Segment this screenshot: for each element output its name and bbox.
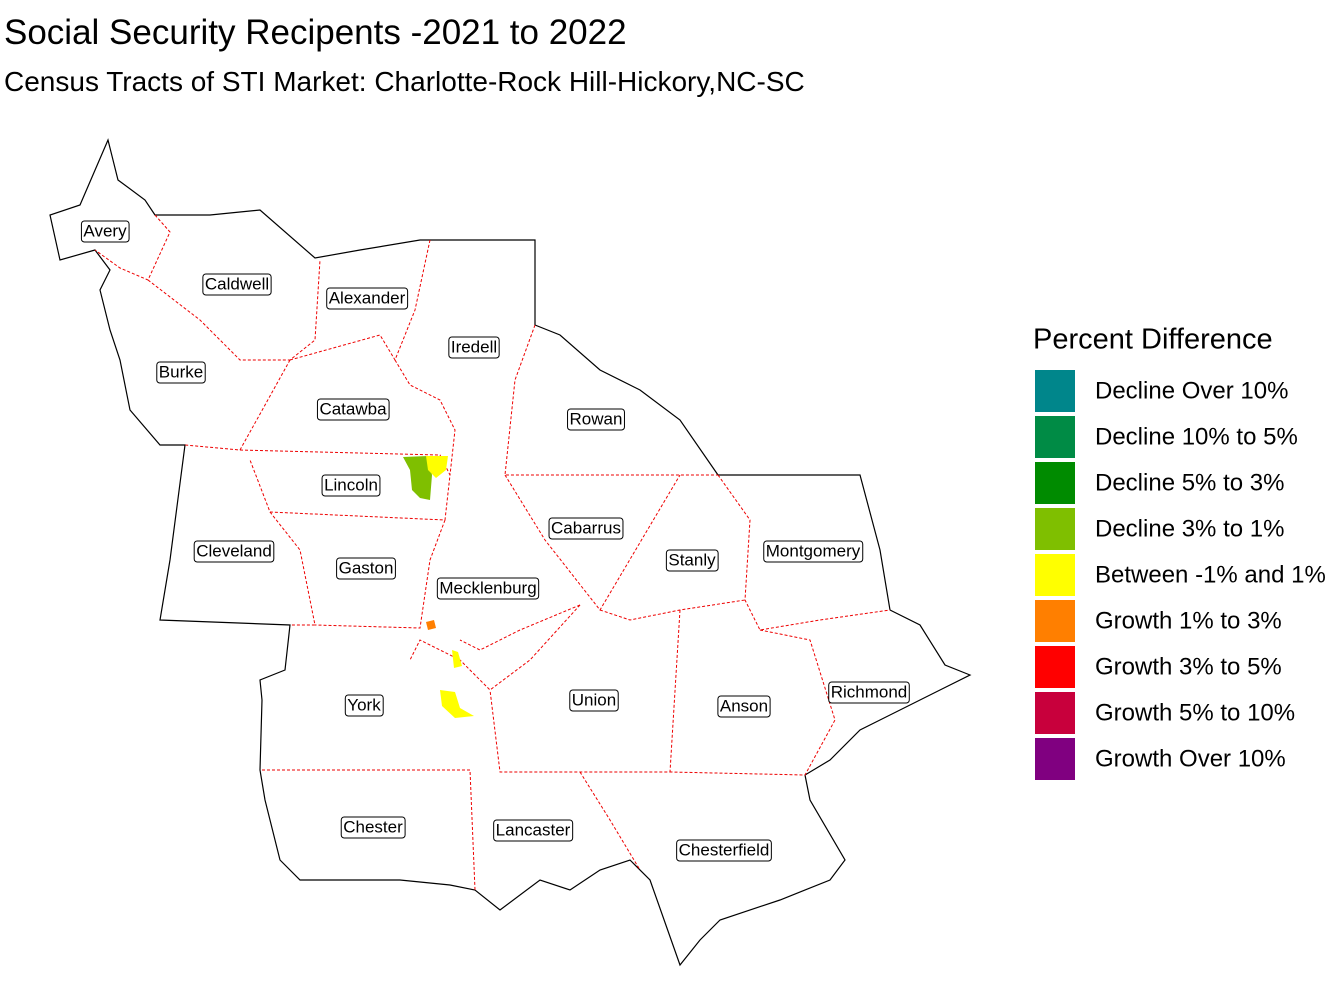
legend-label: Decline 3% to 1% (1095, 515, 1284, 542)
county-label: Lincoln (321, 474, 381, 497)
label-box (321, 474, 381, 497)
label-box (336, 557, 396, 580)
county-label: Catawba (316, 398, 390, 421)
county-name: Lincoln (324, 475, 378, 494)
county-name: Chesterfield (679, 840, 770, 859)
county-name: Lancaster (496, 820, 571, 839)
legend-title: Percent Difference (1033, 324, 1273, 356)
label-box (316, 398, 390, 421)
legend-swatch (1035, 692, 1075, 734)
county-name: Chester (343, 817, 403, 836)
label-box (340, 816, 406, 839)
county-labels: Avery Caldwell Alexander Iredell Burke Catawb… (80, 220, 910, 862)
county-label: Burke (156, 361, 206, 384)
tract-patches (403, 456, 474, 718)
county-label: Avery (80, 220, 130, 243)
tract (452, 650, 462, 668)
label-box (80, 220, 130, 243)
label-box (193, 540, 275, 563)
county-name: Catawba (319, 399, 387, 418)
county-label: Richmond (828, 681, 910, 704)
legend-swatch (1035, 462, 1075, 504)
county-name: Caldwell (205, 274, 269, 293)
label-box (202, 273, 272, 296)
label-box (569, 689, 619, 712)
county-name: Anson (720, 696, 768, 715)
county-name: Stanly (668, 550, 716, 569)
label-box (448, 336, 500, 359)
county-label: Union (569, 689, 619, 712)
label-box (493, 819, 574, 842)
tract (403, 456, 432, 500)
county-label: Anson (717, 695, 771, 718)
county-label: Montgomery (763, 540, 864, 563)
county-label: Cleveland (193, 540, 275, 563)
label-box (326, 287, 409, 310)
county-name: Gaston (339, 558, 394, 577)
label-box (828, 681, 910, 704)
county-label: Iredell (448, 336, 500, 359)
legend-swatch (1035, 370, 1075, 412)
legend-label: Growth 5% to 10% (1095, 699, 1295, 726)
tract (426, 456, 448, 478)
legend-label: Growth 1% to 3% (1095, 607, 1282, 634)
legend-swatch (1035, 738, 1075, 780)
county-label: Alexander (326, 287, 409, 310)
county-label: Chesterfield (676, 839, 772, 862)
county-name: Richmond (831, 682, 908, 701)
region-outline (49, 138, 972, 967)
county-label: Stanly (665, 549, 719, 572)
tract (426, 620, 436, 630)
label-box (717, 695, 771, 718)
county-label: York (344, 694, 384, 717)
county-name: Cleveland (196, 541, 272, 560)
county-name: Burke (159, 362, 203, 381)
label-box (156, 361, 206, 384)
county-name: York (347, 695, 381, 714)
legend: Percent Difference Decline Over 10% Decli… (1033, 324, 1326, 780)
county-name: Union (572, 690, 616, 709)
county-name: Rowan (570, 409, 623, 428)
label-box (567, 408, 625, 431)
legend-label: Decline 5% to 3% (1095, 469, 1284, 496)
legend-swatch (1035, 416, 1075, 458)
county-name: Avery (83, 221, 127, 240)
label-box (763, 540, 864, 563)
county-label: Cabarrus (548, 517, 624, 540)
legend-label: Growth Over 10% (1095, 745, 1286, 772)
legend-swatch (1035, 554, 1075, 596)
county-name: Alexander (329, 288, 406, 307)
subtitle: Census Tracts of STI Market: Charlotte-R… (4, 66, 805, 97)
legend-label: Growth 3% to 5% (1095, 653, 1282, 680)
county-label: Mecklenburg (436, 577, 540, 600)
county-name: Mecklenburg (439, 578, 536, 597)
county-label: Chester (340, 816, 406, 839)
legend-swatch (1035, 646, 1075, 688)
legend-label: Decline Over 10% (1095, 377, 1288, 404)
title: Social Security Recipents -2021 to 2022 (4, 13, 627, 52)
label-box (436, 577, 540, 600)
label-box (344, 694, 384, 717)
county-label: Rowan (567, 408, 625, 431)
county-borders (94, 214, 891, 891)
county-name: Montgomery (766, 541, 861, 560)
map: Avery Caldwell Alexander Iredell Burke Catawb… (49, 138, 972, 967)
legend-swatch (1035, 600, 1075, 642)
tract (440, 690, 474, 718)
label-box (548, 517, 624, 540)
label-box (676, 839, 772, 862)
county-label: Caldwell (202, 273, 272, 296)
legend-label: Decline 10% to 5% (1095, 423, 1298, 450)
legend-swatch (1035, 508, 1075, 550)
county-name: Cabarrus (551, 518, 621, 537)
county-name: Iredell (451, 337, 497, 356)
county-label: Lancaster (493, 819, 574, 842)
label-box (665, 549, 719, 572)
county-label: Gaston (336, 557, 396, 580)
legend-label: Between -1% and 1% (1095, 561, 1326, 588)
